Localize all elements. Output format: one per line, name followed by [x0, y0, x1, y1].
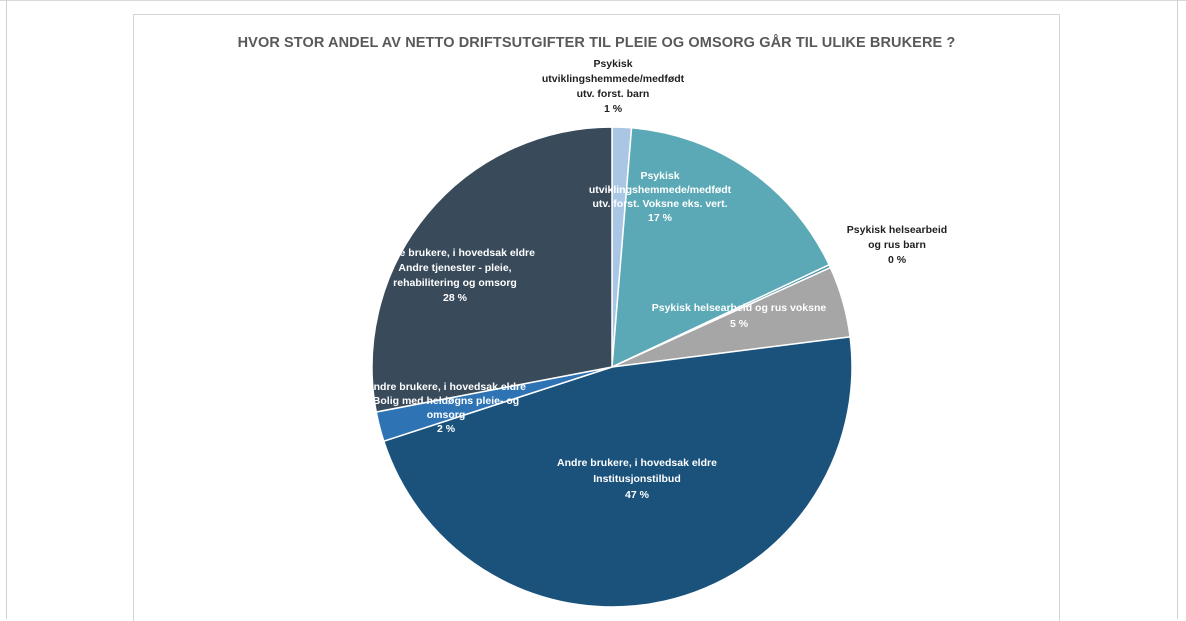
- pie-slice-7: [371, 126, 613, 413]
- pie-slice-label-line: og rus barn: [868, 239, 926, 251]
- pie-chart: Psykisk utviklingshemmede/medfødt utv. for…: [366, 58, 947, 608]
- pie-labels: Psykisk utviklingshemmede/medfødt utv. for…: [366, 58, 947, 501]
- pie-slice-label-line: Andre brukere, i hovedsak eldre: [366, 381, 526, 393]
- pie-slice-label-line: Psykisk: [593, 58, 632, 70]
- pie-slice-label-line: 1 %: [604, 103, 623, 115]
- pie-slice-label-7: Andre brukere, i hovedsak eldre Andre tje…: [375, 247, 535, 304]
- pie-slice-label-line: Psykisk helsearbeid og rus voksne: [652, 302, 827, 314]
- pie-slice-label-line: rehabilitering og omsorg: [393, 277, 517, 289]
- pie-slice-label-line: 2 %: [437, 423, 456, 435]
- pie-slice-label-4: Psykisk helsearbeid og rus voksne 5 %: [652, 302, 827, 330]
- outer-right-rule: [1177, 0, 1178, 619]
- pie-slice-label-line: utviklingshemmede/medfødt: [542, 73, 685, 85]
- pie-slice-label-line: 5 %: [730, 318, 749, 330]
- pie-slice-label-line: Andre brukere, i hovedsak eldre: [557, 457, 717, 469]
- chart-title: HVOR STOR ANDEL AV NETTO DRIFTSUTGIFTER …: [237, 35, 956, 51]
- pie-slice-label-line: Bolig med heldøgns pleie- og: [373, 395, 519, 407]
- pie-slice-label-line: omsorg: [427, 409, 466, 421]
- chart-panel: HVOR STOR ANDEL AV NETTO DRIFTSUTGIFTER …: [133, 14, 1060, 621]
- pie-slice-2: [611, 126, 831, 369]
- pie-slice-label-line: Psykisk: [640, 170, 679, 182]
- pie-slice-label-line: utv. forst. Voksne eks. vert.: [593, 198, 728, 210]
- pie-slice-label-line: utviklingshemmede/medfødt: [589, 184, 732, 196]
- pie-slice-label-line: Institusjonstilbud: [593, 473, 681, 485]
- pie-slice-label-1: Psykisk utviklingshemmede/medfødt utv. for…: [542, 58, 685, 115]
- pie-slice-label-5: Andre brukere, i hovedsak eldre Institusj…: [557, 457, 717, 501]
- pie-slice-label-line: Andre brukere, i hovedsak eldre: [375, 247, 535, 259]
- pie-slice-label-line: Andre tjenester - pleie,: [398, 262, 511, 274]
- outer-left-rule: [6, 0, 7, 619]
- pie-slice-label-2: Psykisk utviklingshemmede/medfødt utv. for…: [589, 170, 732, 224]
- pie-slice-label-line: utv. forst. barn: [577, 88, 650, 100]
- pie-slice-5: [382, 336, 853, 608]
- pie-slice-label-line: 17 %: [648, 212, 673, 224]
- pie-slice-label-line: 0 %: [888, 254, 907, 266]
- pie-slice-label-3: Psykisk helsearbeid og rus barn 0 %: [847, 224, 947, 266]
- pie-slice-label-line: Psykisk helsearbeid: [847, 224, 947, 236]
- pie-slice-label-6: Andre brukere, i hovedsak eldre Bolig med…: [366, 381, 526, 435]
- pie-slice-label-line: 47 %: [625, 489, 650, 501]
- pie-slices: [371, 126, 853, 608]
- pie-slice-label-line: 28 %: [443, 292, 468, 304]
